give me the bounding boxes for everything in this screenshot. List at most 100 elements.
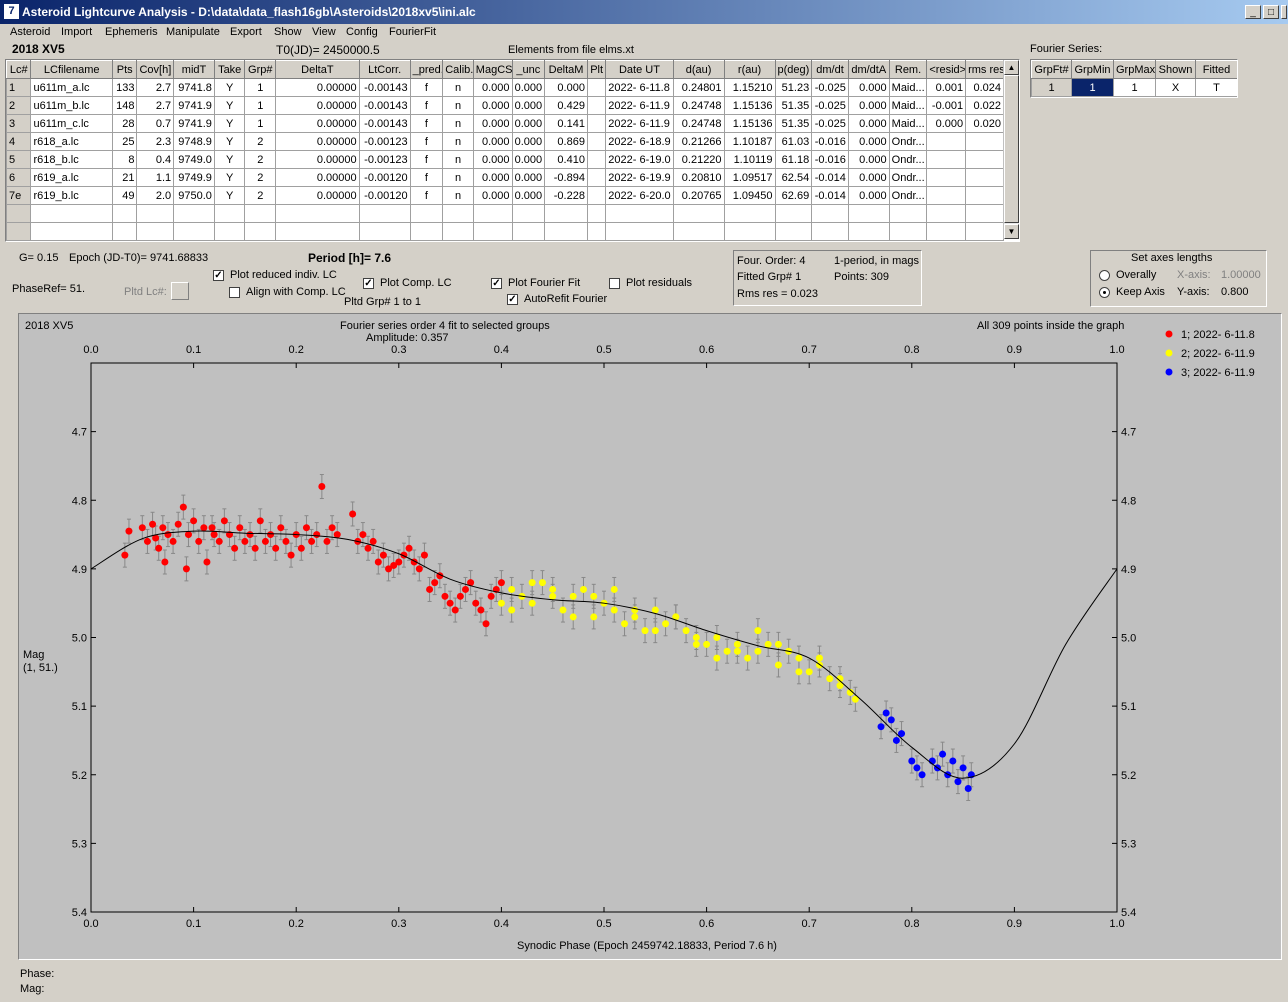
- column-header[interactable]: dm/dtA: [847, 60, 890, 79]
- table-cell[interactable]: f: [409, 168, 444, 187]
- table-cell[interactable]: [926, 204, 967, 223]
- table-cell[interactable]: 0.000: [511, 114, 546, 133]
- table-cell[interactable]: [586, 222, 607, 241]
- table-cell[interactable]: 2: [244, 150, 277, 169]
- table-cell[interactable]: 1.10187: [723, 132, 776, 151]
- table-cell[interactable]: [275, 222, 360, 241]
- table-cell[interactable]: [409, 222, 444, 241]
- table-cell[interactable]: [409, 204, 444, 223]
- table-cell[interactable]: 49: [111, 186, 138, 205]
- table-cell[interactable]: [811, 204, 849, 223]
- table-cell[interactable]: 0.000: [511, 150, 546, 169]
- table-cell[interactable]: [586, 96, 607, 115]
- table-cell[interactable]: 21: [111, 168, 138, 187]
- table-cell[interactable]: [244, 222, 277, 241]
- table-cell[interactable]: [136, 204, 175, 223]
- table-cell[interactable]: [136, 222, 175, 241]
- table-cell[interactable]: [586, 132, 607, 151]
- column-header[interactable]: MagCS: [472, 60, 513, 79]
- table-cell[interactable]: 1.10119: [723, 150, 776, 169]
- table-cell[interactable]: 0.000: [847, 186, 890, 205]
- column-header[interactable]: Grp#: [244, 60, 277, 79]
- table-cell[interactable]: 133: [111, 78, 138, 97]
- table-cell[interactable]: -0.001: [926, 96, 967, 115]
- table-cell[interactable]: 2022- 6-11.9: [605, 114, 674, 133]
- scroll-up-button[interactable]: ▲: [1004, 60, 1019, 75]
- table-cell[interactable]: [213, 222, 246, 241]
- menu-asteroid[interactable]: Asteroid: [10, 26, 51, 38]
- menu-fourierfit[interactable]: FourierFit: [389, 26, 437, 38]
- table-cell[interactable]: 0.000: [472, 114, 513, 133]
- table-cell[interactable]: 0.000: [511, 132, 546, 151]
- table-cell[interactable]: -0.025: [811, 114, 849, 133]
- table-cell[interactable]: 0.000: [511, 96, 546, 115]
- table-cell[interactable]: [774, 204, 813, 223]
- table-cell[interactable]: [965, 132, 1004, 151]
- table-cell[interactable]: 1: [244, 96, 277, 115]
- table-cell[interactable]: f: [409, 186, 444, 205]
- table-cell[interactable]: 2.3: [136, 132, 175, 151]
- table-cell[interactable]: Ondr...: [888, 132, 928, 151]
- table-cell[interactable]: 0.24801: [672, 78, 725, 97]
- menu-show[interactable]: Show: [274, 26, 302, 38]
- table-cell[interactable]: [723, 222, 776, 241]
- table-cell[interactable]: 0.000: [847, 150, 890, 169]
- row-header[interactable]: 4: [6, 132, 32, 151]
- table-cell[interactable]: r619_a.lc: [30, 168, 113, 187]
- column-header[interactable]: LCfilename: [30, 60, 113, 79]
- table-cell[interactable]: 0.20810: [672, 168, 725, 187]
- table-cell[interactable]: u611m_c.lc: [30, 114, 113, 133]
- table-cell[interactable]: Y: [213, 168, 246, 187]
- table-cell[interactable]: [926, 132, 967, 151]
- table-cell[interactable]: 2022- 6-20.0: [605, 186, 674, 205]
- fourier-cell[interactable]: 1: [1031, 78, 1072, 97]
- table-cell[interactable]: [586, 186, 607, 205]
- column-header[interactable]: r(au): [723, 60, 776, 79]
- table-row[interactable]: 4 r618_a.lc 25 2.3 9748.9 Y 2 0.00000 -0.00123 f n…: [6, 132, 1004, 151]
- column-header[interactable]: d(au): [672, 60, 725, 79]
- table-cell[interactable]: 0.000: [847, 132, 890, 151]
- table-cell[interactable]: -0.00143: [358, 78, 411, 97]
- table-scrollbar[interactable]: ▲ ▼: [1003, 60, 1019, 239]
- align-comp-checkbox[interactable]: [229, 287, 240, 298]
- minimize-button[interactable]: _: [1245, 5, 1261, 19]
- table-cell[interactable]: [965, 168, 1004, 187]
- table-cell[interactable]: 0.000: [544, 78, 588, 97]
- column-header[interactable]: Take: [213, 60, 246, 79]
- table-cell[interactable]: -0.014: [811, 186, 849, 205]
- column-header[interactable]: DeltaM: [544, 60, 588, 79]
- table-cell[interactable]: -0.016: [811, 150, 849, 169]
- menu-ephemeris[interactable]: Ephemeris: [105, 26, 158, 38]
- table-cell[interactable]: n: [442, 132, 474, 151]
- plot-panel[interactable]: 2018 XV5 Fourier series order 4 fit to s…: [18, 313, 1282, 960]
- table-cell[interactable]: [965, 150, 1004, 169]
- table-cell[interactable]: 1.1: [136, 168, 175, 187]
- table-row[interactable]: 1 u611m_a.lc 133 2.7 9741.8 Y 1 0.00000 -0.00143…: [6, 78, 1004, 97]
- table-cell[interactable]: 0.20765: [672, 186, 725, 205]
- table-cell[interactable]: Y: [213, 186, 246, 205]
- table-cell[interactable]: 2022- 6-19.0: [605, 150, 674, 169]
- table-cell[interactable]: [586, 204, 607, 223]
- table-cell[interactable]: [774, 222, 813, 241]
- table-cell[interactable]: -0.00120: [358, 168, 411, 187]
- table-cell[interactable]: [544, 204, 588, 223]
- table-cell[interactable]: Y: [213, 150, 246, 169]
- table-cell[interactable]: Y: [213, 132, 246, 151]
- column-header[interactable]: Cov[h]: [136, 60, 175, 79]
- x-axis-value[interactable]: 1.00000: [1221, 269, 1261, 281]
- table-cell[interactable]: [511, 204, 546, 223]
- table-cell[interactable]: [442, 204, 474, 223]
- table-cell[interactable]: 51.35: [774, 96, 813, 115]
- table-cell[interactable]: -0.00143: [358, 114, 411, 133]
- table-cell[interactable]: [244, 204, 277, 223]
- table-cell[interactable]: [672, 222, 725, 241]
- table-cell[interactable]: 0.00000: [275, 114, 360, 133]
- table-cell[interactable]: 9741.9: [173, 114, 215, 133]
- table-cell[interactable]: -0.00143: [358, 96, 411, 115]
- table-cell[interactable]: [472, 204, 513, 223]
- table-cell[interactable]: -0.894: [544, 168, 588, 187]
- table-cell[interactable]: n: [442, 96, 474, 115]
- table-cell[interactable]: 0.022: [965, 96, 1004, 115]
- table-cell[interactable]: f: [409, 96, 444, 115]
- table-cell[interactable]: -0.025: [811, 96, 849, 115]
